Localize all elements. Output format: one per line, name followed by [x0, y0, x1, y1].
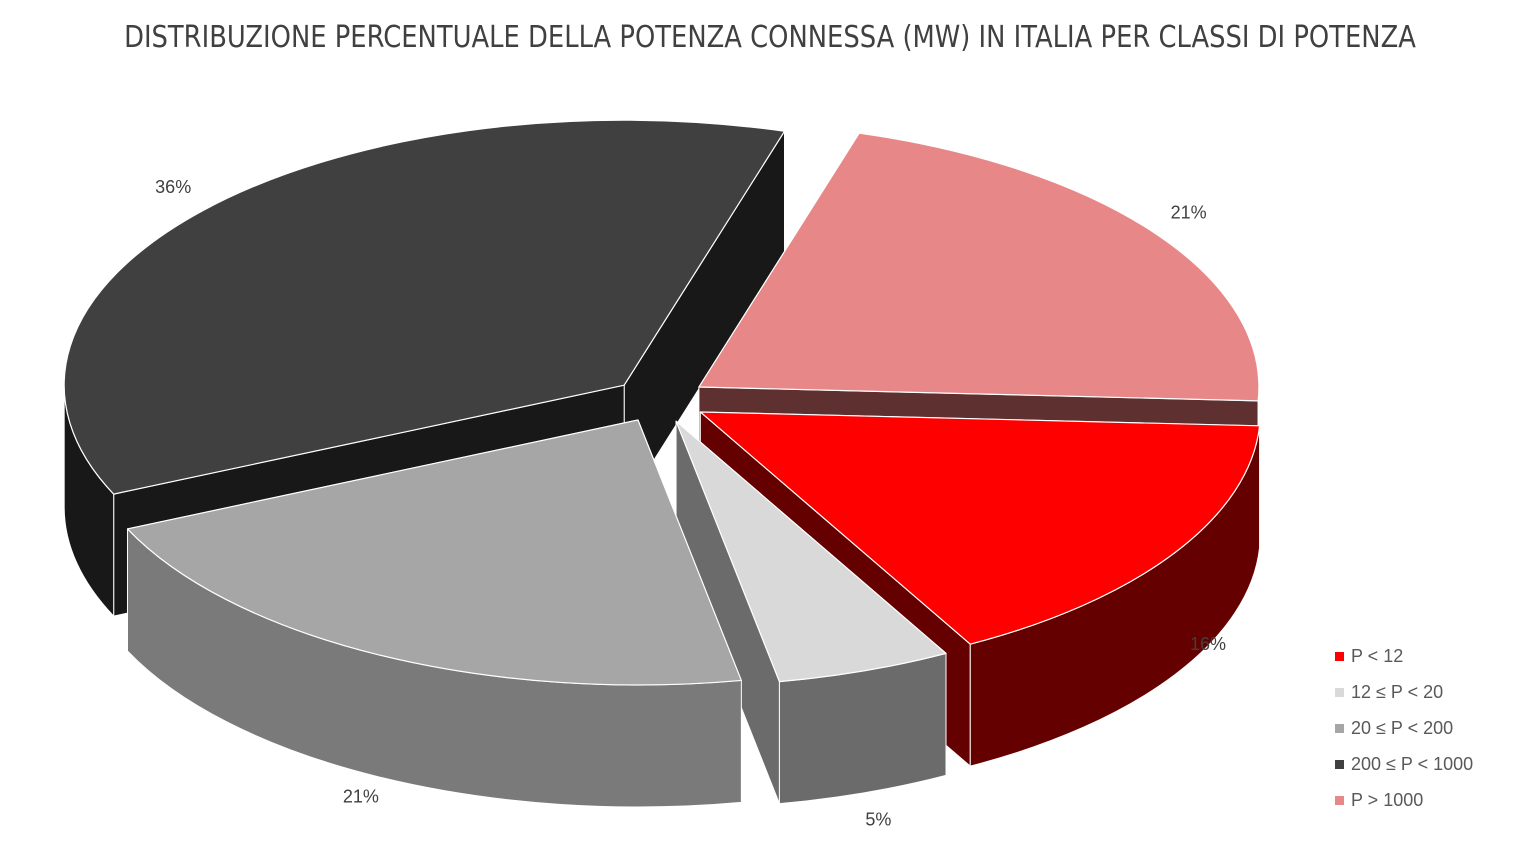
legend-item-12-p-20: 12 ≤ P < 20: [1335, 674, 1535, 710]
legend-item-200-p-1000: 200 ≤ P < 1000: [1335, 746, 1535, 782]
data-label-p-1000: 21%: [1171, 202, 1207, 222]
data-label-200-p-1000: 36%: [155, 177, 191, 197]
legend-item-p-1000: P > 1000: [1335, 782, 1535, 818]
chart-title: DISTRIBUZIONE PERCENTUALE DELLA POTENZA …: [124, 20, 1416, 55]
data-label-p-12: 16%: [1190, 634, 1226, 654]
pie-slice-p-1000: [698, 132, 1260, 402]
pie-slice-200-p-1000: [63, 119, 786, 495]
pie-slice-p-12: [699, 411, 1261, 645]
legend-swatch: [1335, 723, 1344, 733]
legend-label: P < 12: [1351, 645, 1404, 666]
legend-label: 20 ≤ P < 200: [1351, 717, 1454, 738]
data-label-20-p-200: 21%: [343, 786, 379, 806]
legend-item-p-12: P < 12: [1335, 638, 1535, 674]
legend-swatch: [1335, 651, 1344, 661]
legend-item-20-p-200: 20 ≤ P < 200: [1335, 710, 1535, 746]
pie-slice-12-p-20: [675, 420, 947, 683]
pie-slice-20-p-200: [126, 419, 742, 686]
data-label-12-p-20: 5%: [865, 810, 891, 830]
chart-legend: P < 12 12 ≤ P < 20 20 ≤ P < 200 200 ≤ P < 1…: [1335, 638, 1535, 818]
legend-label: P > 1000: [1351, 789, 1424, 810]
legend-label: 200 ≤ P < 1000: [1351, 753, 1474, 774]
legend-swatch: [1335, 759, 1344, 769]
legend-swatch: [1335, 795, 1344, 805]
legend-label: 12 ≤ P < 20: [1351, 681, 1444, 702]
legend-swatch: [1335, 687, 1344, 697]
